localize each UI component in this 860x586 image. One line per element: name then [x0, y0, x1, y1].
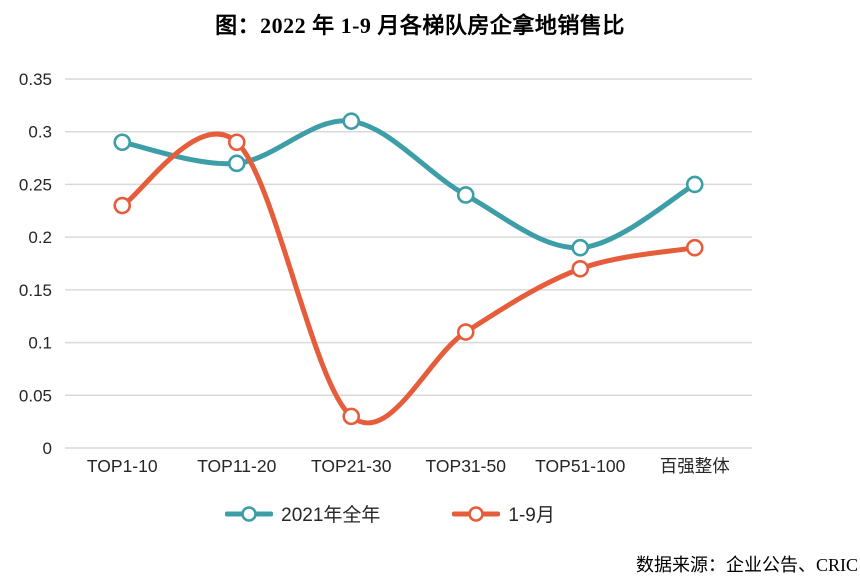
series-line [119, 131, 698, 426]
y-axis-tick-label: 0.3 [28, 123, 52, 142]
x-axis-tick-label: TOP51-100 [535, 456, 625, 476]
legend-marker-icon [452, 505, 501, 522]
data-point-marker [571, 259, 590, 278]
data-point-marker [342, 407, 361, 426]
x-axis-tick-label: TOP21-30 [311, 456, 392, 476]
data-point-marker [113, 196, 132, 215]
y-axis-tick-label: 0.1 [28, 334, 52, 353]
y-axis-tick-label: 0.2 [28, 228, 52, 247]
data-point-marker [456, 186, 475, 204]
y-axis-tick-label: 0.15 [19, 281, 52, 300]
legend-marker-icon [225, 505, 274, 522]
x-axis-tick-label: TOP1-10 [87, 456, 158, 476]
data-source: 数据来源：企业公告、CRIC [635, 555, 858, 575]
y-axis-tick-label: 0.35 [19, 70, 52, 89]
y-axis-tick-label: 0.25 [19, 175, 52, 194]
data-point-marker [227, 154, 246, 173]
data-point-marker [113, 133, 132, 152]
x-axis-tick-label: TOP11-20 [197, 456, 276, 476]
legend-label: 2021年全年 [281, 505, 381, 526]
chart-title: 图：2022 年 1-9 月各梯队房企拿地销售比 [215, 13, 625, 38]
y-axis-tick-label: 0.05 [19, 386, 52, 405]
legend-item: 2021年全年 [225, 500, 380, 527]
data-point-marker [685, 238, 704, 257]
data-point-marker [456, 323, 475, 341]
data-point-marker [571, 238, 590, 257]
x-axis-tick-label: TOP31-50 [426, 456, 507, 476]
data-point-marker [342, 112, 361, 130]
legend-label: 1-9月 [508, 505, 555, 526]
x-axis-tick-label: 百强整体 [660, 456, 730, 476]
y-axis-tick-label: 0 [43, 439, 52, 458]
line-chart-canvas: 0 0.05 0.1 0.15 0.2 0.25 0.3 0.35 TOP1-10 TOP11-2… [19, 70, 752, 476]
chart-legend: 2021年全年 1-9月 [0, 500, 820, 527]
legend-item: 1-9月 [452, 500, 555, 527]
data-point-marker [685, 175, 704, 194]
data-point-marker [227, 133, 246, 152]
